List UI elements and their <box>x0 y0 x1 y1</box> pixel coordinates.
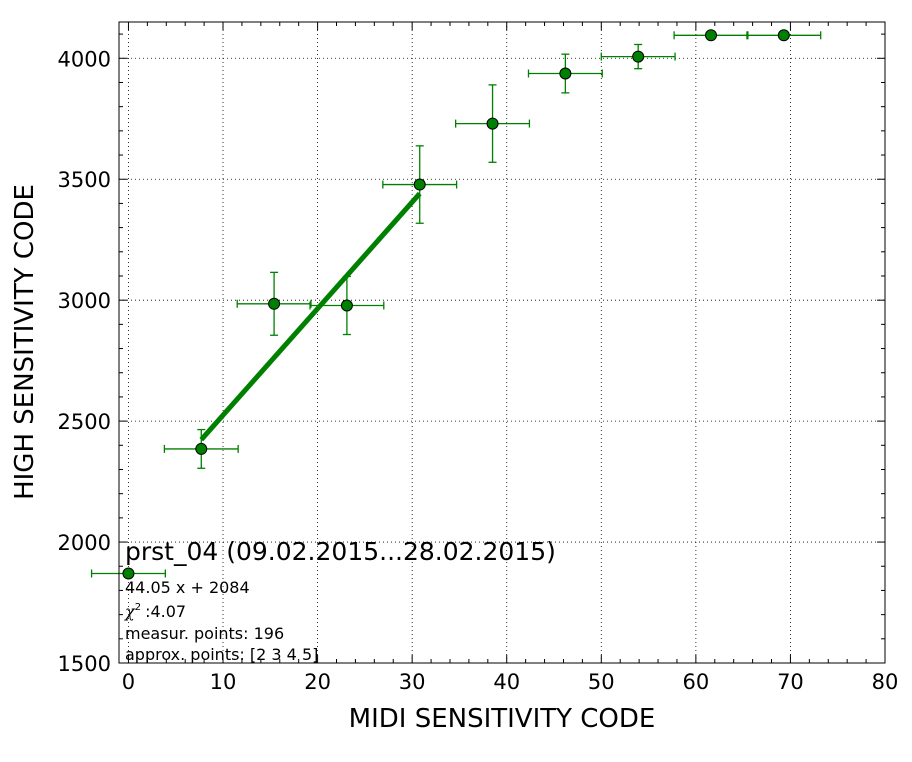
y-tick-label: 3000 <box>58 289 111 313</box>
chart-title: prst_04 (09.02.2015...28.02.2015) <box>125 537 556 566</box>
x-tick-label: 10 <box>210 670 237 694</box>
chi-square-value: :4.07 <box>145 602 186 621</box>
x-tick-label: 50 <box>588 670 615 694</box>
data-point <box>413 178 426 191</box>
fit-line <box>199 191 422 442</box>
chi-superscript: 2 <box>135 602 141 613</box>
data-point <box>122 567 135 580</box>
approx-points: approx. points: [2 3 4 5] <box>125 645 318 664</box>
x-tick-label: 30 <box>399 670 426 694</box>
data-point <box>486 117 499 130</box>
y-tick-label: 3500 <box>58 168 111 192</box>
fit-equation: 44.05 x + 2084 <box>125 578 250 597</box>
chi-symbol: χ <box>124 602 136 621</box>
axis-ticks <box>119 22 886 664</box>
x-tick-label: 40 <box>493 670 520 694</box>
x-axis-label: MIDI SENSITIVITY CODE <box>349 704 656 734</box>
data-points <box>122 29 790 580</box>
measurement-points: measur. points: 196 <box>125 624 284 643</box>
data-point <box>777 29 790 42</box>
data-point <box>704 29 717 42</box>
y-tick-label: 2500 <box>58 410 111 434</box>
x-tick-label: 80 <box>872 670 899 694</box>
x-tick-label: 60 <box>682 670 709 694</box>
data-point <box>268 297 281 310</box>
plot-frame <box>118 21 886 664</box>
data-point <box>632 50 645 63</box>
y-tick-label: 4000 <box>58 47 111 71</box>
data-point <box>559 67 572 80</box>
y-tick-label: 1500 <box>58 652 111 676</box>
x-tick-label: 20 <box>304 670 331 694</box>
y-tick-label: 2000 <box>58 531 111 555</box>
x-tick-label: 0 <box>122 670 135 694</box>
data-point <box>195 442 208 455</box>
data-point <box>340 299 353 312</box>
y-axis-label: HIGH SENSITIVITY CODE <box>10 184 40 500</box>
chi-square-label: χ2 :4.07 <box>124 602 186 621</box>
fit-layer <box>199 191 422 442</box>
x-tick-label: 70 <box>777 670 804 694</box>
tick-labels: 0 10 20 30 40 50 60 70 80 1500 2000 2500 3000 3500 400… <box>58 47 899 694</box>
